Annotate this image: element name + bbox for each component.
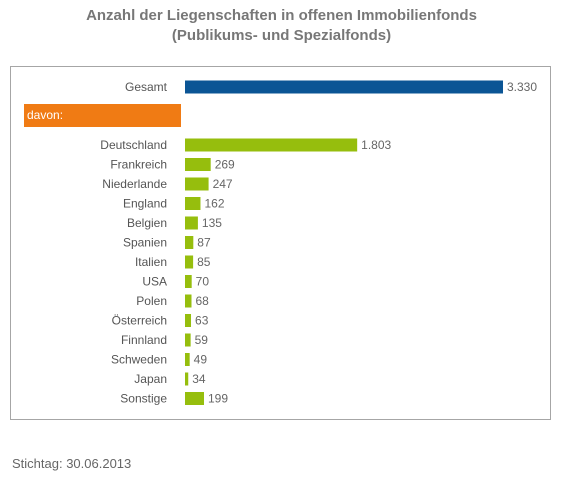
category-label-5: Spanien — [123, 236, 167, 250]
bar-5 — [185, 236, 194, 249]
value-label-0: 1.803 — [361, 138, 391, 152]
value-label-10: 59 — [195, 333, 209, 347]
bar-8 — [185, 294, 192, 308]
bar-9 — [185, 314, 192, 327]
value-label-11: 49 — [194, 353, 208, 367]
chart-frame — [10, 66, 551, 420]
category-label-9: Österreich — [112, 314, 167, 328]
value-label-1: 269 — [215, 158, 235, 172]
value-label-13: 199 — [208, 392, 228, 406]
bar-2 — [185, 177, 209, 191]
category-label-2: Niederlande — [102, 177, 167, 191]
bar-1 — [185, 158, 211, 171]
value-label-7: 70 — [196, 275, 210, 289]
value-label-8: 68 — [195, 294, 209, 308]
value-label-6: 85 — [197, 255, 211, 269]
chart-title: Anzahl der Liegenschaften in offenen Imm… — [86, 7, 477, 24]
bar-gesamt — [185, 80, 503, 94]
category-label-12: Japan — [134, 372, 167, 386]
category-label-3: England — [123, 197, 167, 211]
category-label-8: Polen — [136, 294, 167, 308]
footnote: Stichtag: 30.06.2013 — [12, 456, 132, 471]
category-label-0: Deutschland — [100, 138, 167, 152]
category-label-4: Belgien — [127, 216, 167, 230]
category-label-7: USA — [142, 275, 167, 289]
value-label-5: 87 — [197, 236, 211, 250]
value-label-gesamt: 3.330 — [507, 80, 537, 94]
chart-subtitle: (Publikums- und Spezialfonds) — [171, 27, 392, 44]
value-label-12: 34 — [192, 372, 206, 386]
bar-3 — [185, 197, 201, 210]
category-label-13: Sonstige — [120, 392, 167, 406]
bar-6 — [185, 255, 194, 269]
value-label-2: 247 — [213, 177, 233, 191]
category-label-gesamt: Gesamt — [125, 80, 168, 94]
value-label-4: 135 — [202, 216, 222, 230]
bar-7 — [185, 275, 192, 288]
category-label-10: Finnland — [121, 333, 167, 347]
bar-4 — [185, 216, 198, 230]
value-label-3: 162 — [204, 197, 224, 211]
bar-11 — [185, 353, 190, 366]
value-label-9: 63 — [195, 314, 209, 328]
bar-13 — [185, 392, 205, 405]
bar-0 — [185, 138, 358, 152]
bar-10 — [185, 333, 191, 347]
bar-12 — [185, 372, 189, 386]
category-label-1: Frankreich — [110, 158, 167, 172]
category-label-6: Italien — [135, 255, 167, 269]
davon-label: davon: — [24, 104, 181, 127]
category-label-11: Schweden — [111, 353, 167, 367]
